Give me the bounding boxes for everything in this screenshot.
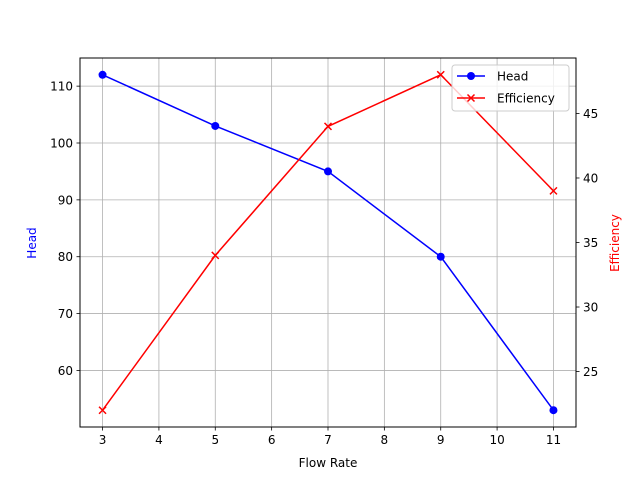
data-point-x-icon — [211, 251, 220, 260]
x-tick-label: 9 — [437, 433, 445, 447]
series — [98, 70, 558, 415]
left-tick-label: 110 — [50, 80, 73, 94]
legend-head-marker-icon — [467, 72, 475, 80]
data-point-circle-icon — [549, 406, 558, 415]
data-point-circle-icon — [211, 121, 220, 130]
right-axis-ticks: 25 30 35 40 45 — [576, 107, 598, 379]
x-tick-label: 5 — [211, 433, 219, 447]
data-point-circle-icon — [436, 252, 445, 261]
left-tick-label: 60 — [58, 364, 73, 378]
x-tick-label: 7 — [324, 433, 332, 447]
legend-head-label: Head — [497, 70, 528, 84]
right-tick-label: 30 — [583, 301, 598, 315]
legend-efficiency-label: Efficiency — [497, 92, 555, 106]
left-axis-label: Head — [25, 227, 39, 258]
legend: Head Efficiency — [451, 64, 570, 112]
left-axis-ticks: 60 70 80 90 100 110 — [50, 80, 80, 378]
x-tick-label: 4 — [155, 433, 163, 447]
legend-efficiency-marker-icon — [466, 93, 476, 103]
data-point-x-icon — [549, 186, 558, 195]
x-tick-label: 6 — [268, 433, 276, 447]
x-axis-label: Flow Rate — [299, 456, 358, 470]
data-point-circle-icon — [324, 167, 332, 176]
data-point-x-icon — [323, 122, 333, 131]
left-tick-label: 70 — [58, 307, 73, 321]
left-tick-label: 90 — [58, 193, 73, 207]
grid — [80, 58, 576, 427]
x-axis-ticks: 3 4 5 6 7 8 9 10 11 — [99, 427, 561, 447]
right-tick-label: 35 — [583, 236, 598, 250]
data-point-x-icon — [98, 406, 107, 415]
right-axis-label: Efficiency — [608, 214, 622, 272]
data-point-circle-icon — [98, 70, 107, 79]
right-tick-label: 40 — [583, 171, 598, 185]
x-tick-label: 11 — [546, 433, 561, 447]
right-tick-label: 25 — [583, 365, 598, 379]
right-tick-label: 45 — [583, 107, 598, 121]
left-tick-label: 80 — [58, 250, 73, 264]
x-tick-label: 8 — [381, 433, 389, 447]
x-tick-label: 3 — [99, 433, 107, 447]
left-tick-label: 100 — [50, 137, 73, 151]
x-tick-label: 10 — [489, 433, 504, 447]
data-point-x-icon — [436, 70, 445, 79]
